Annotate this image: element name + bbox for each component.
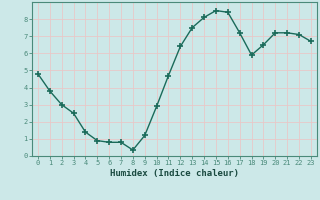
X-axis label: Humidex (Indice chaleur): Humidex (Indice chaleur) bbox=[110, 169, 239, 178]
